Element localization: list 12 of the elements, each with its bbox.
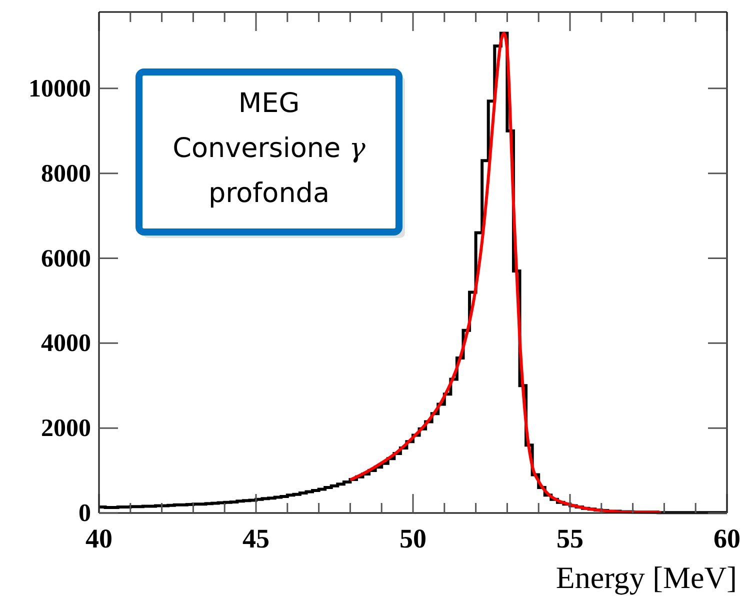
x-tick-label: 45 [242,523,270,554]
annotation: MEG Conversione γ profonda [172,88,366,209]
y-tick-label: 2000 [41,415,91,442]
x-axis-title: Energy [MeV] [556,560,737,595]
y-tick-label: 10000 [28,75,91,102]
line-series [348,32,663,514]
y-tick-label: 6000 [41,245,91,272]
x-tick-label: 55 [556,523,584,554]
y-tick-label: 4000 [41,330,91,358]
y-tick-label: 8000 [41,160,91,188]
x-tick-label: 60 [714,523,740,554]
x-tick-label: 50 [400,523,426,554]
